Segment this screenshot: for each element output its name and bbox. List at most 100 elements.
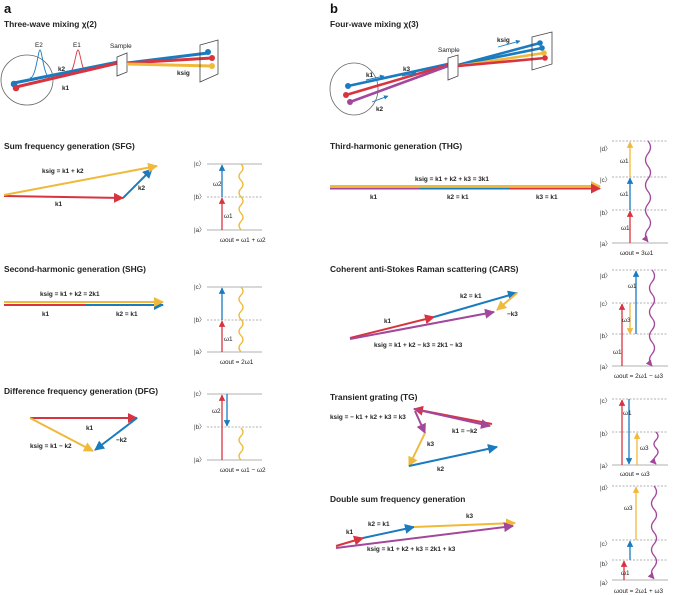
cars-k3-label: −k3 xyxy=(507,311,518,318)
panel-a-setup: E2 E1 k2 k1 Sample ksig xyxy=(0,39,219,106)
dsfg-title: Double sum frequency generation xyxy=(330,494,465,504)
dsfg-w3-label: ω3 xyxy=(624,505,633,512)
pulse-e1 xyxy=(69,49,87,73)
shg-energy-diagram: |c〉 |b〉 |a〉 ω1 ωout = 2ω1 xyxy=(194,284,262,366)
out-b-blue2 xyxy=(457,46,543,67)
thg-state-d: |d〉 xyxy=(600,146,611,153)
beam-b-k1 xyxy=(347,62,449,88)
shg-signal-wave xyxy=(238,286,244,353)
sfg-k2-label: k2 xyxy=(138,185,146,192)
dsfg-k3-label: k3 xyxy=(466,513,474,520)
beam-b-k2-origin xyxy=(347,99,353,105)
dfg-k2-label: −k2 xyxy=(116,437,127,444)
sfg-wout: ωout = ω1 + ω2 xyxy=(220,237,266,244)
label-b-k2: k2 xyxy=(376,106,384,113)
tg-wout: ωout = ω3 xyxy=(620,471,650,478)
beam-source-ring xyxy=(0,54,54,106)
dfg-state-a: |a〉 xyxy=(194,457,205,464)
dfg-state-c: |c〉 xyxy=(194,391,205,398)
label-b-k1: k1 xyxy=(366,72,374,79)
dfg-ksig-arrow xyxy=(29,417,94,452)
dsfg-k1-label: k1 xyxy=(346,529,354,536)
thg-state-c: |c〉 xyxy=(600,177,611,184)
shg-state-a: |a〉 xyxy=(194,349,205,356)
tg-k3-arrow xyxy=(408,432,426,467)
spot-b-2 xyxy=(539,45,545,51)
spot-b-4 xyxy=(542,55,548,61)
tg-k3-label: k3 xyxy=(427,441,435,448)
thg-state-a: |a〉 xyxy=(600,241,611,248)
spot-blue xyxy=(205,49,211,55)
tg-eq: ksig = − k1 + k2 + k3 = k3 xyxy=(330,414,406,421)
sfg-state-b: |b〉 xyxy=(194,194,205,201)
shg-wout: ωout = 2ω1 xyxy=(220,359,254,366)
dfg-wout: ωout = ω1 − ω2 xyxy=(220,467,266,474)
tg-w3-label: ω3 xyxy=(640,445,649,452)
tg-ksig-arrow xyxy=(413,408,491,429)
sfg-state-a: |a〉 xyxy=(194,227,205,234)
beam-source-ring-b xyxy=(329,62,379,116)
thg-signal-wave xyxy=(641,140,652,243)
label-b-k3: k3 xyxy=(403,66,411,73)
tg-title: Transient grating (TG) xyxy=(330,392,418,402)
cars-state-d: |d〉 xyxy=(600,273,611,280)
label-e1: E1 xyxy=(73,42,81,49)
sfg-signal-wave xyxy=(238,163,244,231)
sfg-k1-arrow xyxy=(3,192,124,203)
spot-signal xyxy=(209,63,215,69)
cars-state-c: |c〉 xyxy=(600,301,611,308)
dsfg-energy-diagram: |d〉 |c〉 |b〉 |a〉 ω3 ω1 ωout = 2ω1 + ω3 xyxy=(600,485,668,595)
shg-state-c: |c〉 xyxy=(194,284,205,291)
spot-b-3 xyxy=(541,50,547,56)
dfg-w2-label: ω2 xyxy=(212,408,221,415)
thg-k1-label: k1 xyxy=(370,194,378,201)
sfg-vector-diagram: ksig = k1 + k2 k1 k2 xyxy=(3,162,158,208)
tg-state-b: |b〉 xyxy=(600,431,611,438)
dfg-minus-k2-arrow xyxy=(94,417,138,451)
dsfg-k2-label: k2 = k1 xyxy=(368,521,390,528)
cars-k1-arrow xyxy=(349,314,435,339)
dfg-title: Difference frequency generation (DFG) xyxy=(4,386,158,396)
thg-title: Third-harmonic generation (THG) xyxy=(330,141,462,151)
dsfg-state-a: |a〉 xyxy=(600,580,611,587)
sfg-energy-diagram: |c〉 |b〉 |a〉 ω2 ω1 ωout = ω1 + ω2 xyxy=(194,161,266,244)
cars-wout: ωout = 2ω1 − ω3 xyxy=(614,373,664,380)
direction-arrow-k2 xyxy=(371,95,389,103)
dsfg-state-d: |d〉 xyxy=(600,485,611,492)
dfg-vector-diagram: k1 −k2 ksig = k1 − k2 xyxy=(29,413,138,452)
tg-state-c: |c〉 xyxy=(600,398,611,405)
detector-screen-b xyxy=(531,31,553,71)
sfg-w1-label: ω1 xyxy=(224,213,233,220)
cars-energy-diagram: |d〉 |c〉 |b〉 |a〉 ω1 ω3 ω1 ωout = 2ω1 − ω3 xyxy=(600,269,668,380)
out-b-red xyxy=(457,56,546,68)
beam-k1 xyxy=(15,61,119,89)
direction-arrow-k1 xyxy=(365,74,385,81)
beam-k2 xyxy=(13,60,119,85)
panel-b-setup: k1 k3 k2 Sample ksig xyxy=(329,31,553,116)
dsfg-wout: ωout = 2ω1 + ω3 xyxy=(614,588,664,595)
cars-vector-diagram: k1 k2 = k1 −k3 ksig = k1 + k2 − k3 = 2k1… xyxy=(349,290,518,349)
dfg-energy-diagram: |c〉 |b〉 |a〉 ω2 ωout = ω1 − ω2 xyxy=(194,391,266,474)
dfg-state-b: |b〉 xyxy=(194,424,205,431)
thg-w1-label-3: ω1 xyxy=(620,158,629,165)
label-k2: k2 xyxy=(58,66,66,73)
cars-k2-label: k2 = k1 xyxy=(460,293,482,300)
beam-b-k2 xyxy=(349,64,449,104)
shg-k1-label: k1 xyxy=(42,311,50,318)
sfg-ksig-arrow xyxy=(3,162,158,196)
dsfg-ksig-arrow xyxy=(335,522,514,549)
detector-screen xyxy=(199,39,219,83)
label-ksig-a: ksig xyxy=(177,70,190,77)
sample-slab-b xyxy=(447,54,459,81)
label-b-ksig: ksig xyxy=(497,37,510,44)
cars-w1-label-upper: ω1 xyxy=(628,283,637,290)
label-sample-b: Sample xyxy=(438,47,460,54)
tg-state-a: |a〉 xyxy=(600,463,611,470)
thg-vector-diagram: ksig = k1 + k2 + k3 = 3k1 k1 k2 = k1 k3 … xyxy=(330,176,601,201)
shg-w1-label: ω1 xyxy=(224,336,233,343)
spot-b-1 xyxy=(537,40,543,46)
tg-w1-label: ω1 xyxy=(623,410,632,417)
tg-vector-diagram: ksig = − k1 + k2 + k3 = k3 k1 = −k2 k3 k… xyxy=(330,405,498,473)
panel-a-letter: a xyxy=(4,1,12,16)
sfg-k2-arrow xyxy=(122,168,153,199)
